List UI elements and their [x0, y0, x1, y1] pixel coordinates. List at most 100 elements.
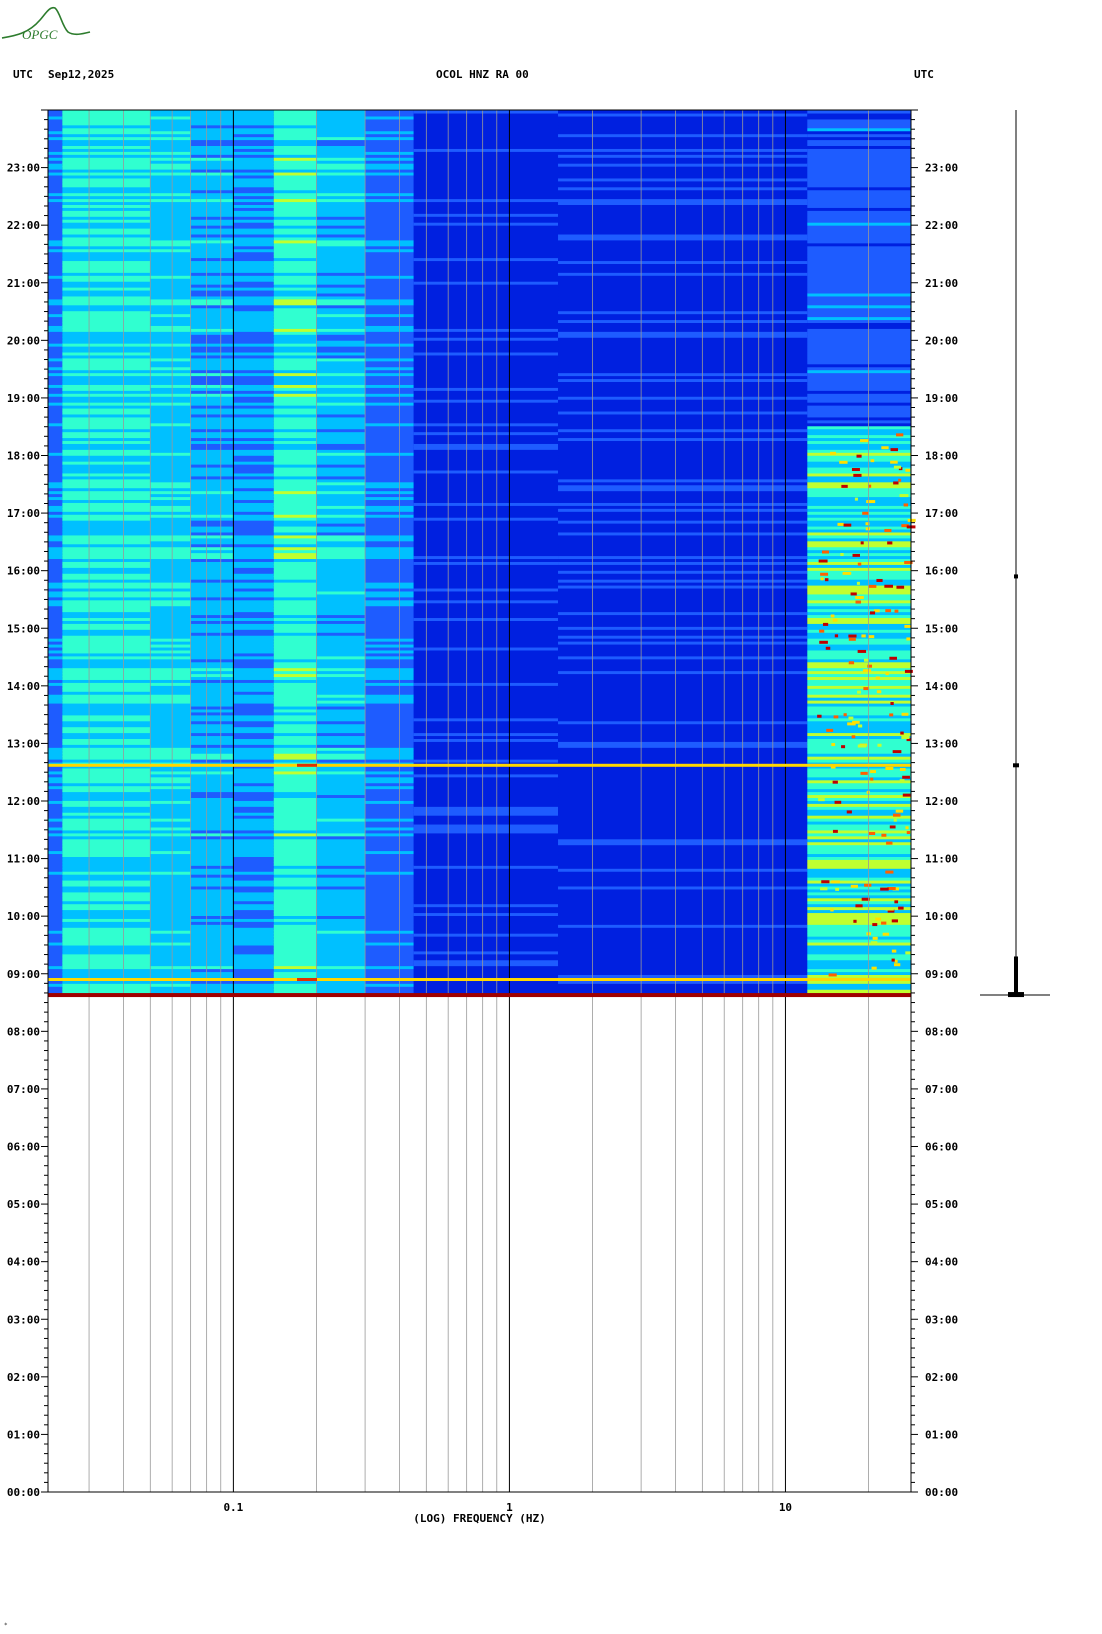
- heatmap-cell: [558, 257, 808, 262]
- heatmap-cell: [150, 667, 191, 672]
- heatmap-cell: [316, 455, 366, 459]
- heatmap-cell: [190, 685, 234, 689]
- heatmap-cell: [365, 643, 414, 648]
- heatmap-cell: [365, 210, 414, 214]
- heatmap-cell: [62, 112, 151, 117]
- heatmap-cell: [365, 579, 414, 583]
- heatmap-cell: [273, 124, 317, 129]
- heatmap-cell: [233, 502, 274, 506]
- heatmap-cell: [150, 160, 191, 164]
- heatmap-cell: [62, 248, 151, 253]
- heatmap-cell: [233, 304, 274, 309]
- heatmap-cell: [190, 756, 234, 760]
- heatmap-cell: [233, 879, 274, 884]
- heatmap-cell: [150, 608, 191, 613]
- heatmap-hotspot: [898, 906, 904, 910]
- heatmap-cell: [62, 325, 151, 329]
- heatmap-cell: [48, 853, 63, 857]
- heatmap-cell: [365, 236, 414, 241]
- heatmap-cell: [48, 785, 63, 790]
- heatmap-cell: [233, 461, 274, 465]
- heatmap-cell: [48, 894, 63, 899]
- heatmap-cell: [48, 971, 63, 976]
- heatmap-cell: [413, 614, 559, 619]
- heatmap-cell: [190, 694, 234, 698]
- heatmap-cell: [233, 989, 274, 993]
- heatmap-cell: [558, 399, 808, 403]
- heatmap-cell: [273, 219, 317, 223]
- heatmap-cell: [273, 691, 317, 695]
- heatmap-cell: [316, 166, 366, 170]
- heatmap-cell: [62, 587, 151, 592]
- heatmap-cell: [365, 534, 414, 539]
- heatmap-cell: [48, 865, 63, 869]
- heatmap-cell: [150, 974, 191, 978]
- frequency-tick-label: 10: [779, 1501, 792, 1514]
- heatmap-cell: [273, 794, 317, 798]
- heatmap-cell: [316, 537, 366, 542]
- heatmap-cell: [365, 667, 414, 672]
- heatmap-hotspot: [868, 635, 875, 639]
- heatmap-cell: [48, 204, 63, 208]
- heatmap-cell: [365, 360, 414, 365]
- heatmap-cell: [233, 936, 274, 940]
- heatmap-cell: [413, 767, 559, 772]
- heatmap-cell: [365, 154, 414, 158]
- heatmap-cell: [558, 402, 808, 406]
- heatmap-cell: [365, 431, 414, 436]
- heatmap-cell: [807, 393, 911, 397]
- heatmap-cell: [273, 472, 317, 477]
- heatmap-cell: [558, 788, 808, 793]
- heatmap-cell: [273, 354, 317, 359]
- heatmap-cell: [807, 461, 911, 465]
- heatmap-cell: [190, 469, 234, 474]
- heatmap-cell: [48, 284, 63, 288]
- heatmap-cell: [150, 726, 191, 731]
- heatmap-cell: [413, 523, 559, 527]
- heatmap-hotspot: [896, 585, 905, 589]
- heatmap-cell: [273, 461, 317, 465]
- heatmap-cell: [233, 228, 274, 232]
- heatmap-cell: [365, 877, 414, 881]
- heatmap-cell: [365, 850, 414, 855]
- heatmap-cell: [48, 939, 63, 943]
- heatmap-cell: [273, 531, 317, 536]
- heatmap-cell: [190, 776, 234, 781]
- heatmap-cell: [365, 980, 414, 984]
- heatmap-cell: [365, 204, 414, 208]
- heatmap-cell: [558, 416, 808, 421]
- heatmap-cell: [413, 346, 559, 350]
- heatmap-cell: [413, 959, 559, 964]
- heatmap-cell: [807, 505, 911, 509]
- heatmap-cell: [273, 478, 317, 483]
- heatmap-cell: [62, 933, 151, 937]
- heatmap-cell: [48, 301, 63, 306]
- heatmap-cell: [413, 894, 559, 899]
- heatmap-cell: [233, 877, 274, 881]
- heatmap-cell: [48, 856, 63, 860]
- heatmap-cell: [233, 832, 274, 837]
- frequency-axis: 0.1 1 10: [223, 1501, 792, 1514]
- heatmap-cell: [233, 192, 274, 197]
- heatmap-cell: [413, 820, 559, 825]
- heatmap-cell: [233, 402, 274, 406]
- heatmap-cell: [807, 222, 911, 226]
- heatmap-cell: [413, 437, 559, 442]
- heatmap-cell: [558, 708, 808, 713]
- heatmap-cell: [190, 399, 234, 403]
- heatmap-cell: [807, 611, 911, 616]
- heatmap-cell: [233, 661, 274, 666]
- heatmap-cell: [413, 186, 559, 191]
- heatmap-cell: [150, 511, 191, 515]
- heatmap-cell: [233, 773, 274, 778]
- heatmap-cell: [365, 673, 414, 678]
- heatmap-cell: [413, 912, 559, 917]
- heatmap-cell: [413, 947, 559, 952]
- heatmap-cell: [273, 517, 317, 521]
- heatmap-cell: [316, 148, 366, 152]
- heatmap-cell: [413, 641, 559, 645]
- heatmap-cell: [558, 475, 808, 480]
- heatmap-cell: [558, 773, 808, 778]
- heatmap-cell: [62, 965, 151, 970]
- heatmap-cell: [413, 643, 559, 648]
